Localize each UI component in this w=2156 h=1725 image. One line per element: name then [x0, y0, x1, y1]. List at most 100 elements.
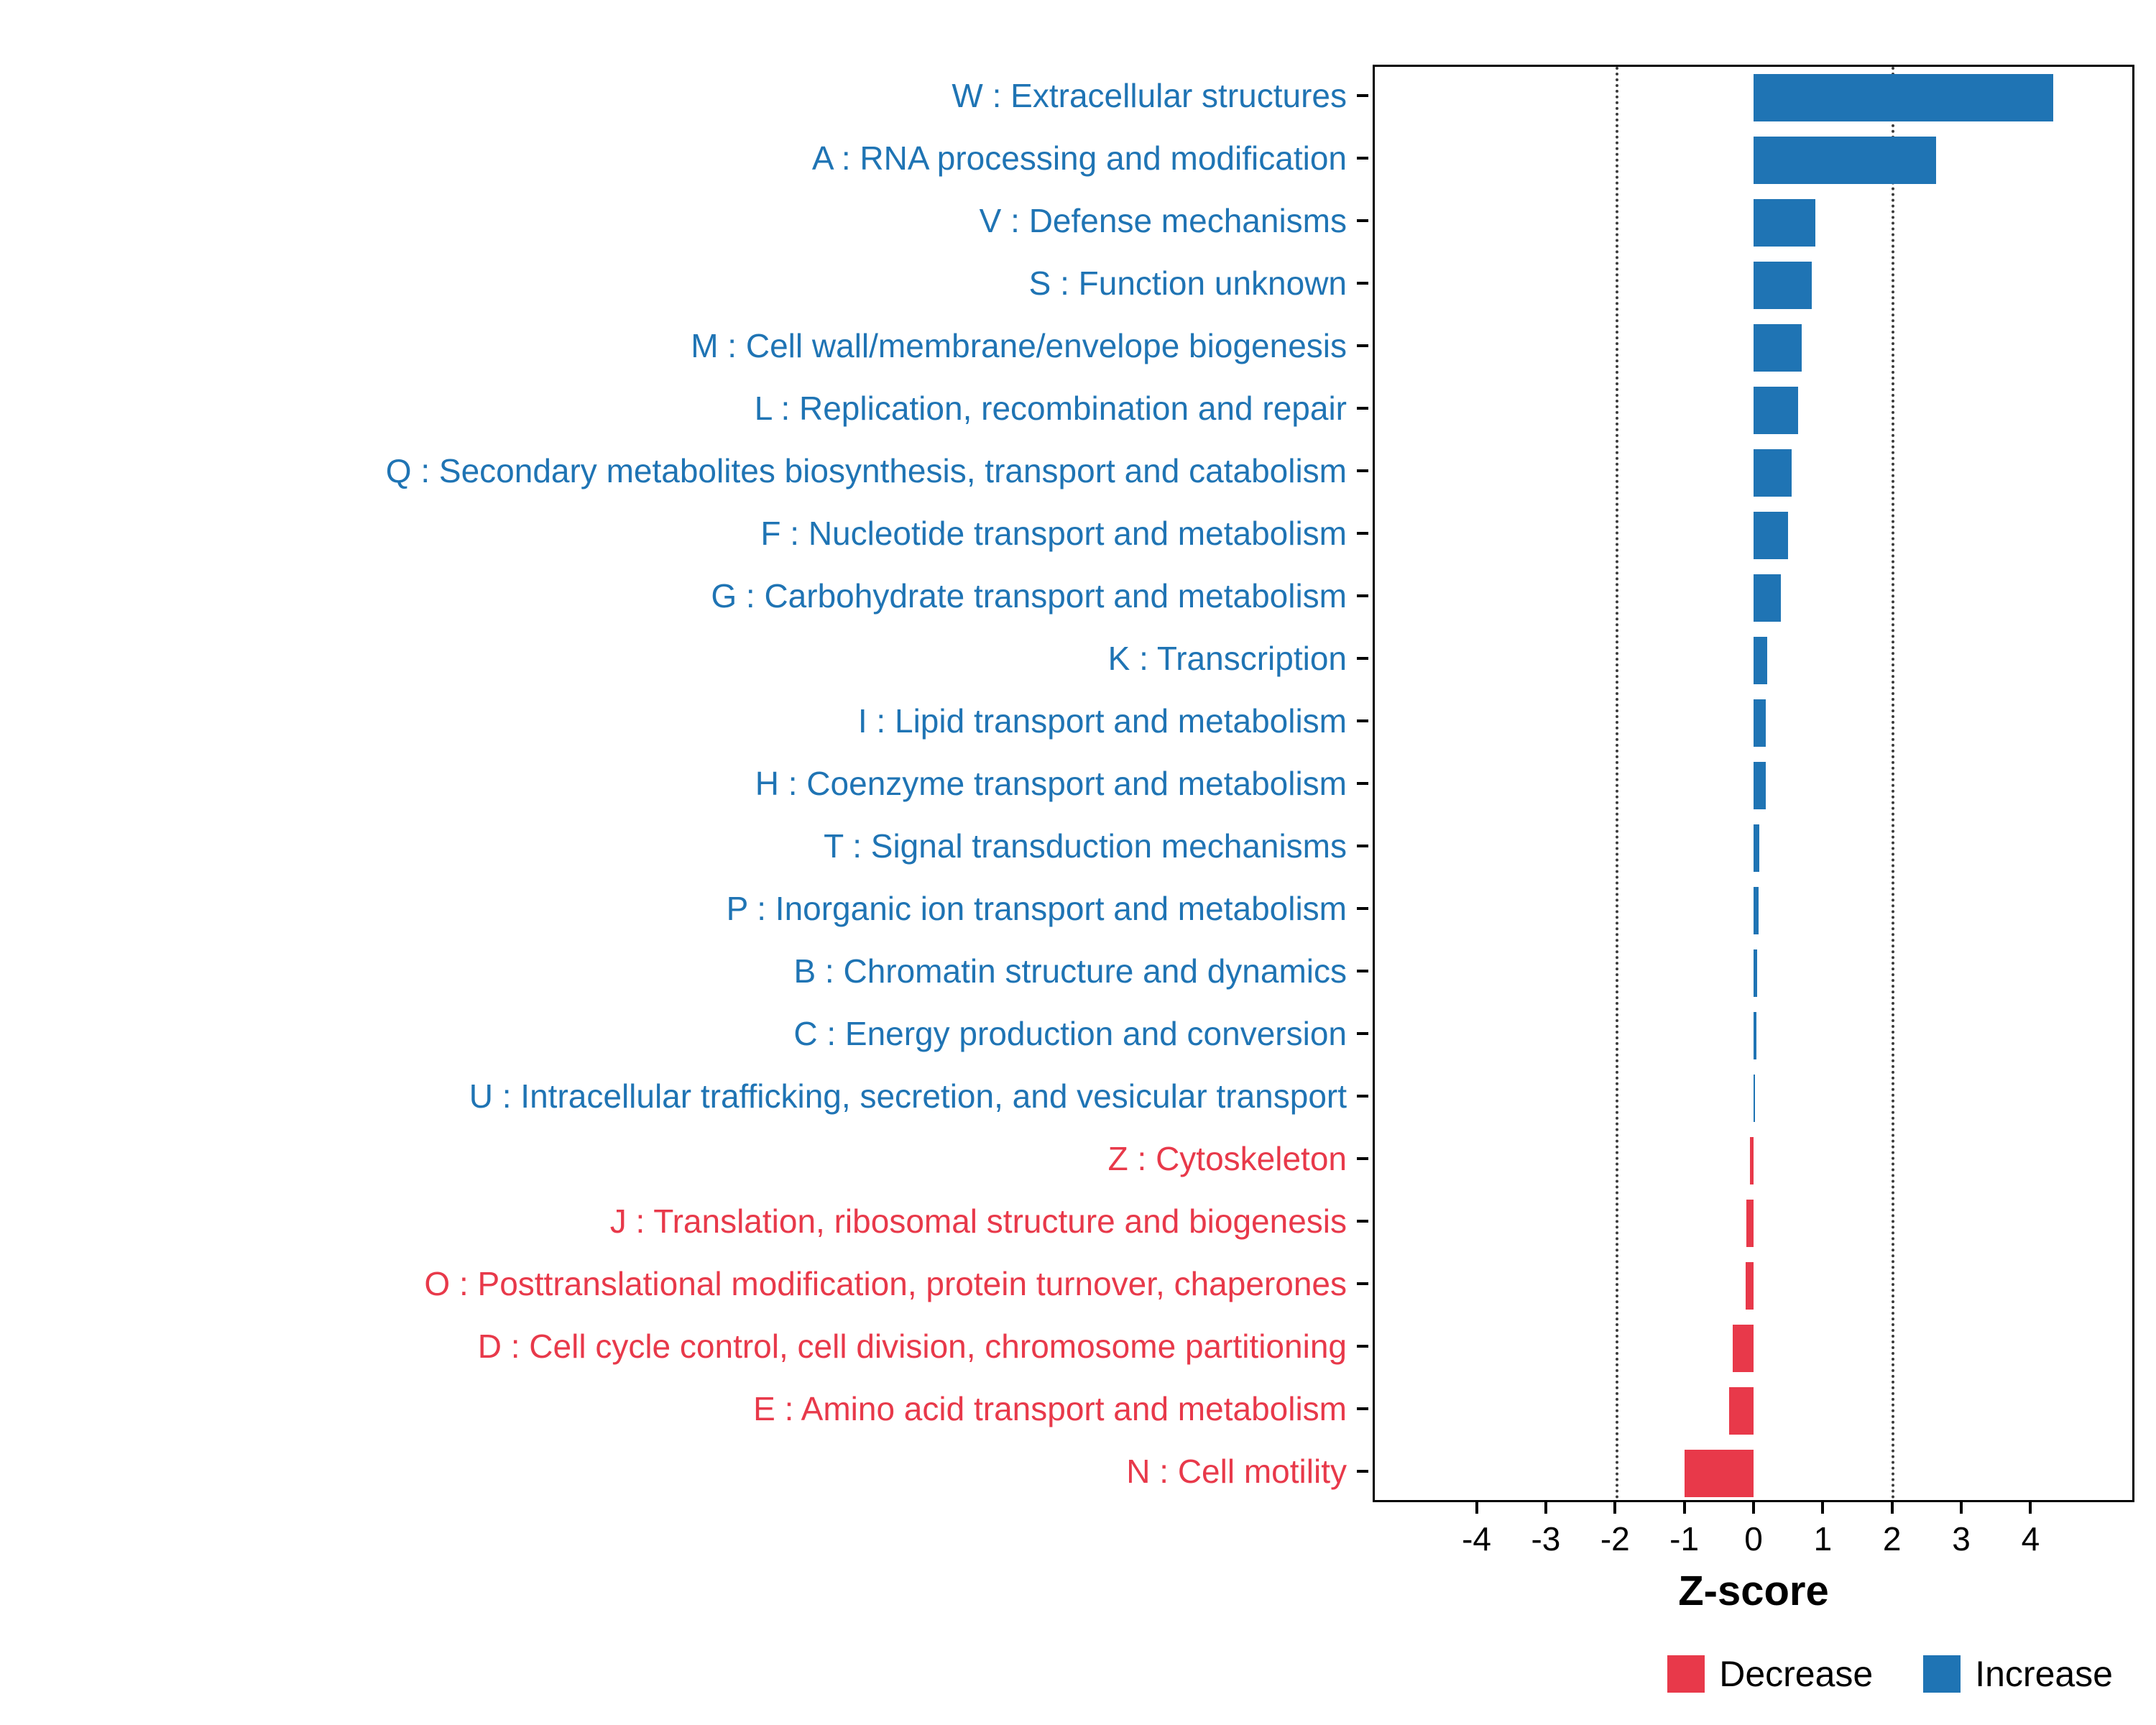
bar [1754, 199, 1816, 247]
category-row: M : Cell wall/membrane/envelope biogenes… [0, 315, 1368, 377]
reference-line [1616, 67, 1619, 1500]
category-row: V : Defense mechanisms [0, 190, 1368, 252]
y-axis-tick [1357, 969, 1368, 972]
category-label: P : Inorganic ion transport and metaboli… [726, 889, 1347, 927]
category-label: M : Cell wall/membrane/envelope biogenes… [691, 327, 1347, 365]
category-label: E : Amino acid transport and metabolism [753, 1389, 1347, 1427]
y-axis-tick [1357, 157, 1368, 160]
category-row: I : Lipid transport and metabolism [0, 690, 1368, 753]
category-row: L : Replication, recombination and repai… [0, 377, 1368, 440]
category-label: K : Transcription [1107, 640, 1347, 678]
y-axis-tick [1357, 344, 1368, 348]
x-axis-tick [1613, 1502, 1617, 1514]
x-axis-title: Z-score [1678, 1568, 1829, 1614]
legend-label: Decrease [1719, 1654, 1874, 1694]
category-row: T : Signal transduction mechanisms [0, 814, 1368, 877]
category-label: I : Lipid transport and metabolism [857, 702, 1347, 740]
x-axis-tick [1890, 1502, 1894, 1514]
x-axis-tick [1475, 1502, 1478, 1514]
bar [1754, 449, 1792, 497]
y-axis-tick [1357, 94, 1368, 98]
bar [1745, 1261, 1754, 1310]
category-label: N : Cell motility [1126, 1452, 1347, 1490]
category-row: K : Transcription [0, 627, 1368, 690]
legend: Decrease Increase [1667, 1653, 2113, 1695]
category-row: O : Posttranslational modification, prot… [0, 1252, 1368, 1315]
bar [1754, 74, 2053, 122]
bar [1754, 637, 1768, 685]
category-label: V : Defense mechanisms [979, 202, 1347, 240]
category-label: C : Energy production and conversion [793, 1014, 1347, 1052]
category-label: H : Coenzyme transport and metabolism [755, 764, 1347, 802]
category-row: Z : Cytoskeleton [0, 1127, 1368, 1190]
y-axis-tick [1357, 1407, 1368, 1410]
y-axis-tick [1357, 906, 1368, 910]
category-row: U : Intracellular trafficking, secretion… [0, 1064, 1368, 1127]
y-axis-tick [1357, 657, 1368, 661]
category-label: Z : Cytoskeleton [1107, 1139, 1347, 1177]
category-label: F : Nucleotide transport and metabolism [760, 515, 1347, 553]
category-row: W : Extracellular structures [0, 65, 1368, 127]
category-row: Q : Secondary metabolites biosynthesis, … [0, 440, 1368, 502]
category-row: P : Inorganic ion transport and metaboli… [0, 877, 1368, 939]
y-axis-tick [1357, 1094, 1368, 1098]
bar [1754, 324, 1802, 372]
bar [1750, 1136, 1754, 1184]
y-axis-tick [1357, 532, 1368, 535]
bar [1754, 512, 1788, 560]
bar [1754, 949, 1757, 997]
x-axis-tick [1821, 1502, 1825, 1514]
bar [1685, 1449, 1754, 1497]
y-axis-tick [1357, 407, 1368, 410]
y-axis-labels: W : Extracellular structures A : RNA proc… [0, 65, 1368, 1502]
category-row: A : RNA processing and modification [0, 127, 1368, 190]
y-axis-tick [1357, 219, 1368, 223]
y-axis-tick [1357, 1282, 1368, 1285]
category-label: J : Translation, ribosomal structure and… [609, 1202, 1347, 1240]
x-axis-tick [1752, 1502, 1755, 1514]
x-axis-tick-label: -3 [1531, 1520, 1561, 1558]
category-label: T : Signal transduction mechanisms [824, 827, 1347, 865]
category-label: L : Replication, recombination and repai… [754, 390, 1347, 428]
bar [1754, 1074, 1755, 1122]
category-row: J : Translation, ribosomal structure and… [0, 1190, 1368, 1252]
legend-item: Decrease [1667, 1653, 1873, 1695]
y-axis-tick [1357, 1031, 1368, 1035]
plot-panel [1373, 65, 2134, 1502]
category-row: E : Amino acid transport and metabolism [0, 1377, 1368, 1440]
category-label: B : Chromatin structure and dynamics [793, 952, 1347, 990]
y-axis-tick [1357, 781, 1368, 785]
legend-item: Increase [1923, 1653, 2113, 1695]
category-label: Q : Secondary metabolites biosynthesis, … [385, 452, 1347, 490]
category-row: N : Cell motility [0, 1440, 1368, 1502]
y-axis-tick [1357, 719, 1368, 723]
x-axis-tick [1682, 1502, 1686, 1514]
reference-line [1891, 67, 1894, 1500]
category-row: B : Chromatin structure and dynamics [0, 939, 1368, 1002]
y-axis-tick [1357, 1156, 1368, 1160]
bar [1754, 824, 1759, 872]
bar [1754, 1011, 1756, 1059]
category-row: F : Nucleotide transport and metabolism [0, 502, 1368, 565]
category-label: G : Carbohydrate transport and metabolis… [711, 577, 1347, 615]
x-axis-tick-label: 3 [1952, 1520, 1971, 1558]
bar [1733, 1324, 1754, 1372]
x-axis-tick-label: 1 [1813, 1520, 1833, 1558]
bar [1754, 387, 1799, 435]
x-axis-tick-label: -1 [1669, 1520, 1700, 1558]
x-axis-tick-label: 2 [1882, 1520, 1902, 1558]
category-row: D : Cell cycle control, cell division, c… [0, 1315, 1368, 1377]
bar [1754, 262, 1812, 310]
y-axis-tick [1357, 282, 1368, 285]
bar [1754, 574, 1782, 622]
legend-label: Increase [1975, 1654, 2113, 1694]
category-label: U : Intracellular trafficking, secretion… [469, 1077, 1347, 1115]
y-axis-tick [1357, 1344, 1368, 1348]
x-axis-tick [2029, 1502, 2032, 1514]
category-row: G : Carbohydrate transport and metabolis… [0, 565, 1368, 627]
category-row: H : Coenzyme transport and metabolism [0, 753, 1368, 815]
legend-swatch [1923, 1655, 1961, 1693]
x-axis-tick-label: -4 [1462, 1520, 1491, 1558]
category-label: W : Extracellular structures [952, 77, 1347, 115]
x-axis-tick [1544, 1502, 1547, 1514]
